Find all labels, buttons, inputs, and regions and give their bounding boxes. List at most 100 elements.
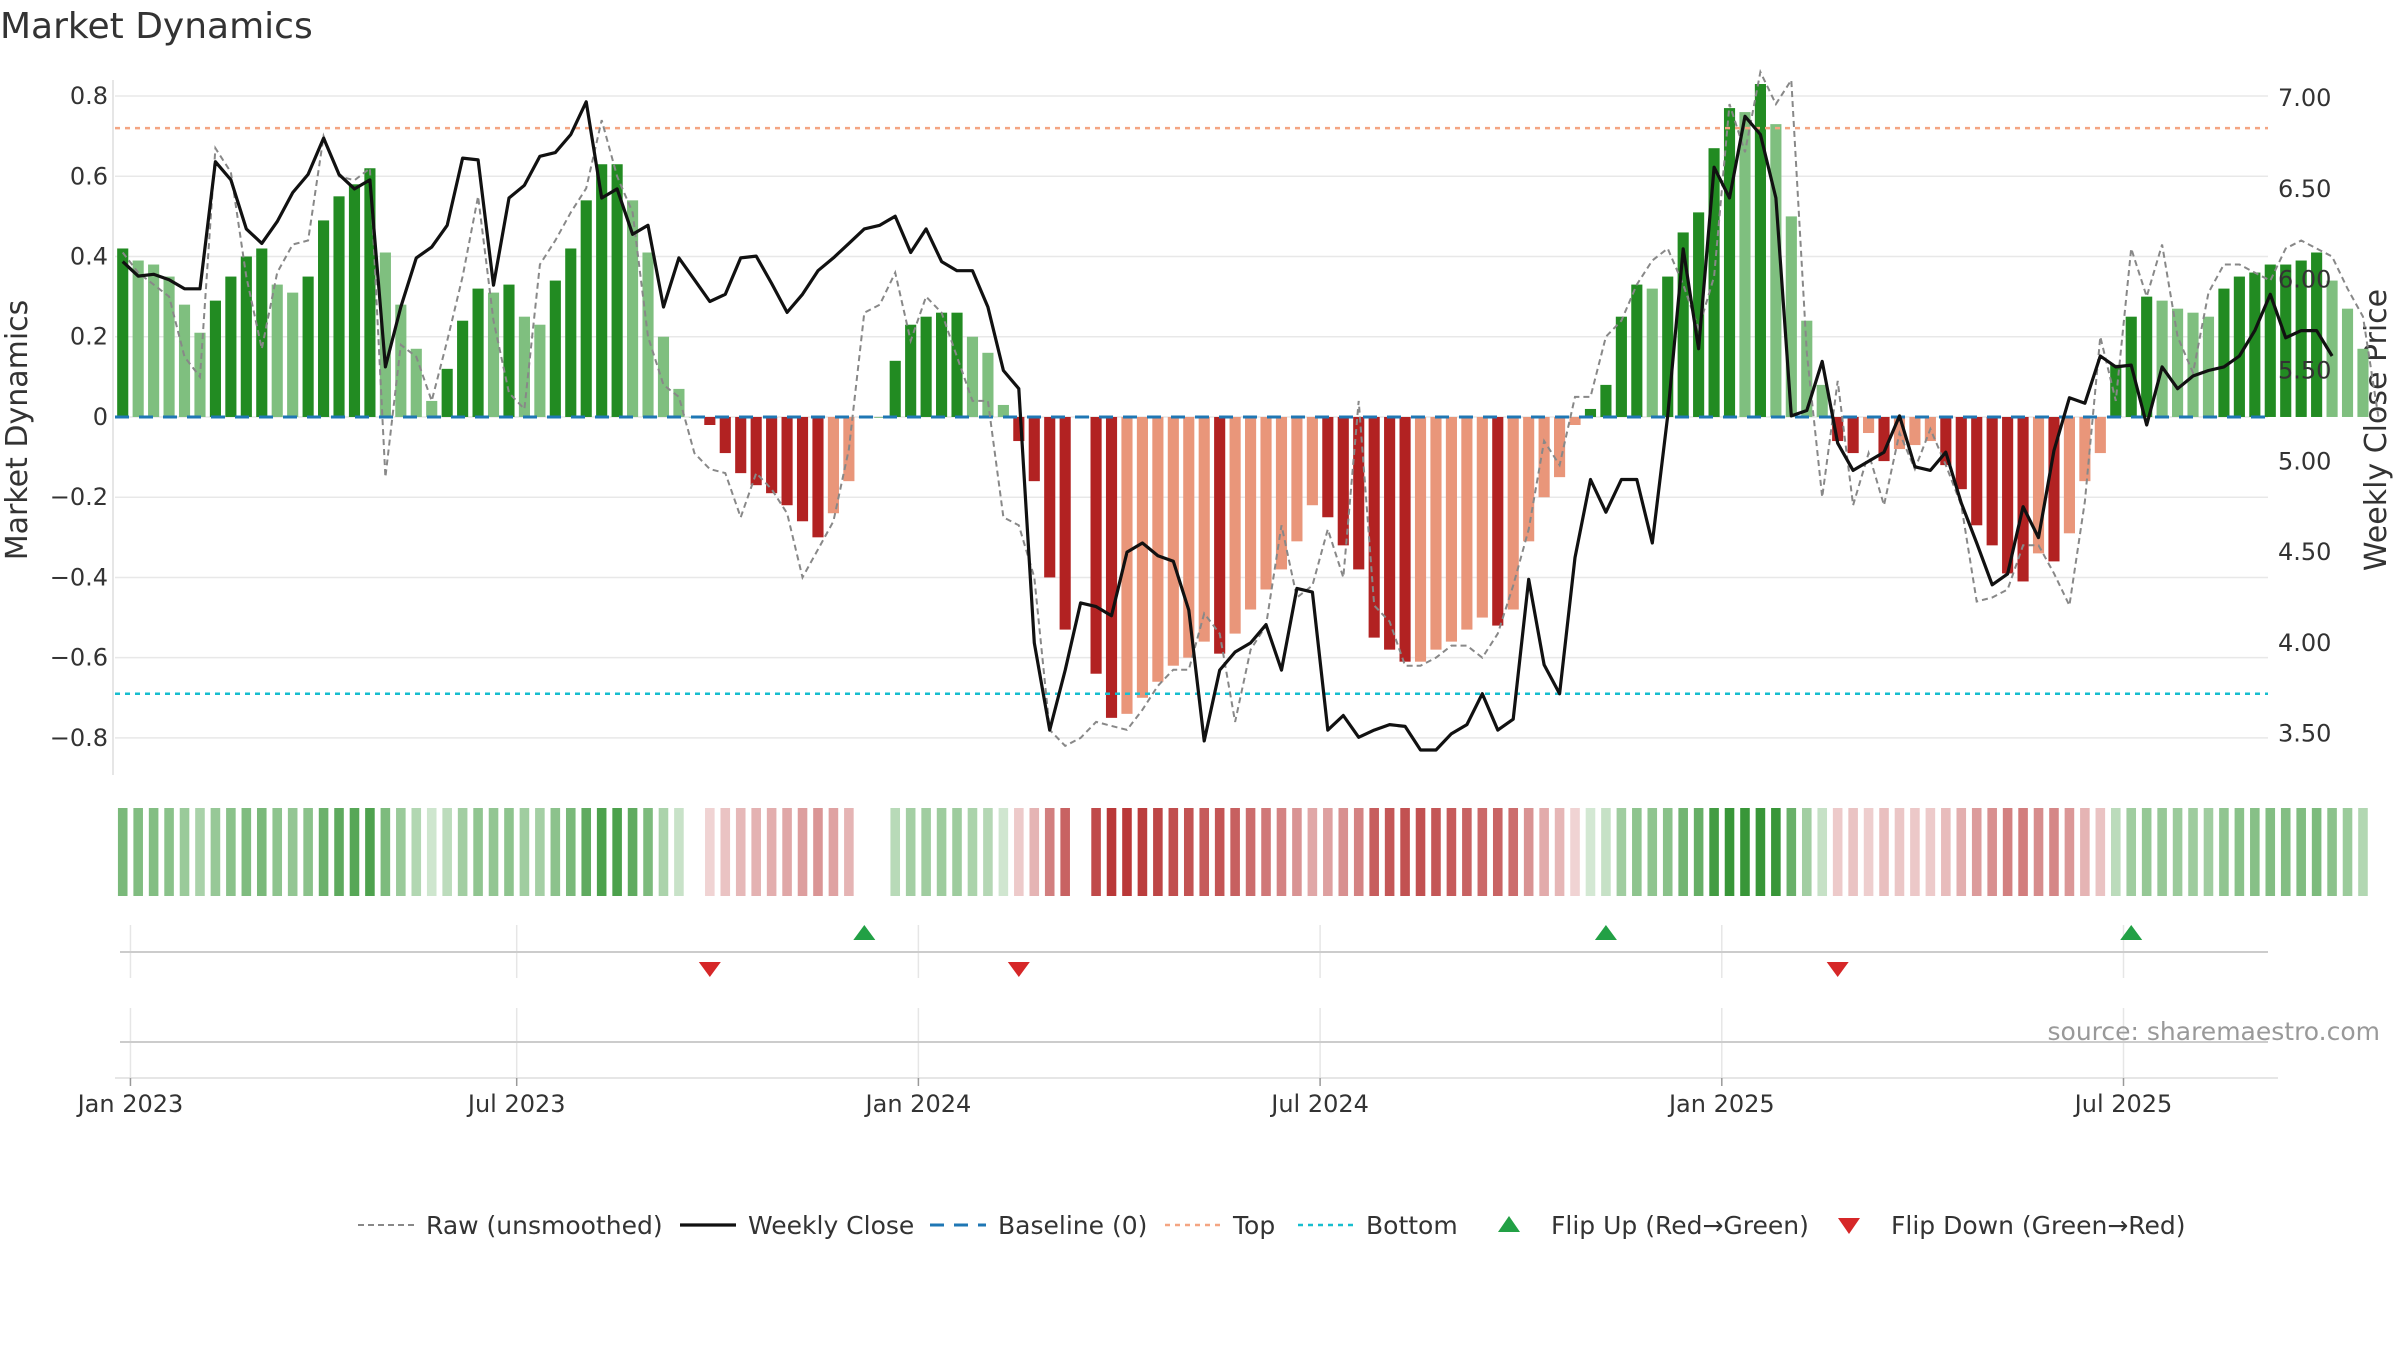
bar-negative [1554,416,1566,478]
bar-negative [1306,416,1318,506]
bar-positive [966,336,979,417]
legend-label: Top [1232,1211,1275,1240]
flip-up-marker [853,925,876,940]
bar-positive [565,248,577,417]
bar-negative [781,416,793,506]
left-tick-label: −0.8 [50,724,108,752]
strip-cell-positive [565,808,576,896]
strip-cell-negative [1029,808,1040,896]
bar-negative [1569,416,1581,425]
strip-cell-negative [2049,808,2059,896]
bar-negative [1260,416,1272,590]
left-tick-label: 0.4 [70,243,108,271]
strip-cell-positive [1601,808,1611,896]
strip-cell-negative [2033,808,2044,896]
bar-positive [1646,288,1658,417]
strip-cell-negative [1879,808,1889,896]
bar-negative [2017,416,2029,582]
bar-positive [596,164,608,417]
bar-positive [657,336,670,417]
strip-cell-negative [1153,808,1163,896]
bar-positive [302,276,314,417]
bar-positive [441,368,453,417]
bar-positive [920,316,932,417]
flip-markers-panel [120,925,2268,978]
strip-cell-negative [2095,808,2106,896]
strip-cell-positive [2265,808,2276,896]
strip-cell-negative [1832,808,1843,896]
strip-cell-positive [921,808,931,896]
x-tick-label: Jul 2025 [2073,1090,2173,1118]
legend-label: Raw (unsmoothed) [426,1211,663,1240]
weekly-close-line [121,100,2334,752]
bar-negative [1198,416,1210,642]
strip-cell-positive [1740,808,1750,896]
legend-item: Bottom [1298,1211,1458,1240]
bar-negative [1476,416,1488,618]
left-tick-label: 0 [93,403,108,431]
bar-positive [318,220,330,417]
strip-cell-positive [1647,808,1658,896]
strip-cell-negative [2002,808,2013,896]
bar-positive [1739,112,1751,417]
bar-negative [1152,416,1164,682]
strip-cell-negative [1539,808,1549,896]
bar-negative [1399,416,1411,662]
strip-cell-negative [1292,808,1302,896]
strip-cell-negative [1384,808,1395,896]
bar-negative [1940,416,1952,466]
strip-cell-positive [2327,808,2337,896]
bar-positive [2218,288,2230,417]
bar-positive [348,184,361,417]
strip-cell-positive [2342,808,2353,896]
bar-negative [2048,416,2060,562]
market-dynamics-bars [117,84,2369,718]
strip-cell-positive [2250,808,2260,896]
strip-cell-positive [365,808,375,896]
strip-cell-positive [2157,808,2167,896]
strip-cell-negative [1415,808,1426,896]
strip-cell-positive [504,808,514,896]
legend-label: Weekly Close [748,1211,914,1240]
bar-positive [209,300,221,417]
right-tick-label: 5.00 [2278,447,2331,475]
strip-cell-negative [1910,808,1920,896]
strip-cell-positive [164,808,174,896]
bar-positive [627,200,639,417]
strip-cell-positive [179,808,190,896]
bar-positive [534,324,546,417]
chart-title: Market Dynamics [0,6,313,47]
strip-cell-positive [643,808,653,896]
bar-positive [1754,84,1766,417]
strip-cell-positive [1771,808,1781,896]
strip-cell-positive [411,808,422,896]
bar-positive [549,280,561,417]
strip-cell-negative [1492,808,1503,896]
flip-up-marker [2120,925,2143,940]
bar-positive [1816,384,1828,417]
bar-negative [1245,416,1257,610]
strip-cell-positive [256,808,267,896]
bar-positive [1785,216,1797,417]
flip-down-marker [1826,962,1849,977]
strip-cell-negative [1925,808,1936,896]
strip-cell-negative [1863,808,1874,896]
strip-cell-negative [1987,808,1997,896]
bar-negative [2002,416,2014,574]
bar-positive [2202,316,2215,417]
strip-cell-positive [2203,808,2214,896]
bar-positive [2280,264,2292,417]
strip-cell-positive [535,808,545,896]
x-tick-label: Jul 2024 [1269,1090,1369,1118]
bar-negative [1430,416,1442,650]
strip-cell-negative [1462,808,1472,896]
bar-positive [1584,408,1597,417]
bar-negative [1523,416,1535,542]
strip-cell-positive [380,808,391,896]
bar-negative [2063,416,2075,534]
bar-negative [1863,416,1875,434]
bar-positive [2326,280,2338,417]
bar-positive [178,304,191,417]
strip-cell-positive [117,808,128,896]
strip-cell-negative [828,808,839,896]
